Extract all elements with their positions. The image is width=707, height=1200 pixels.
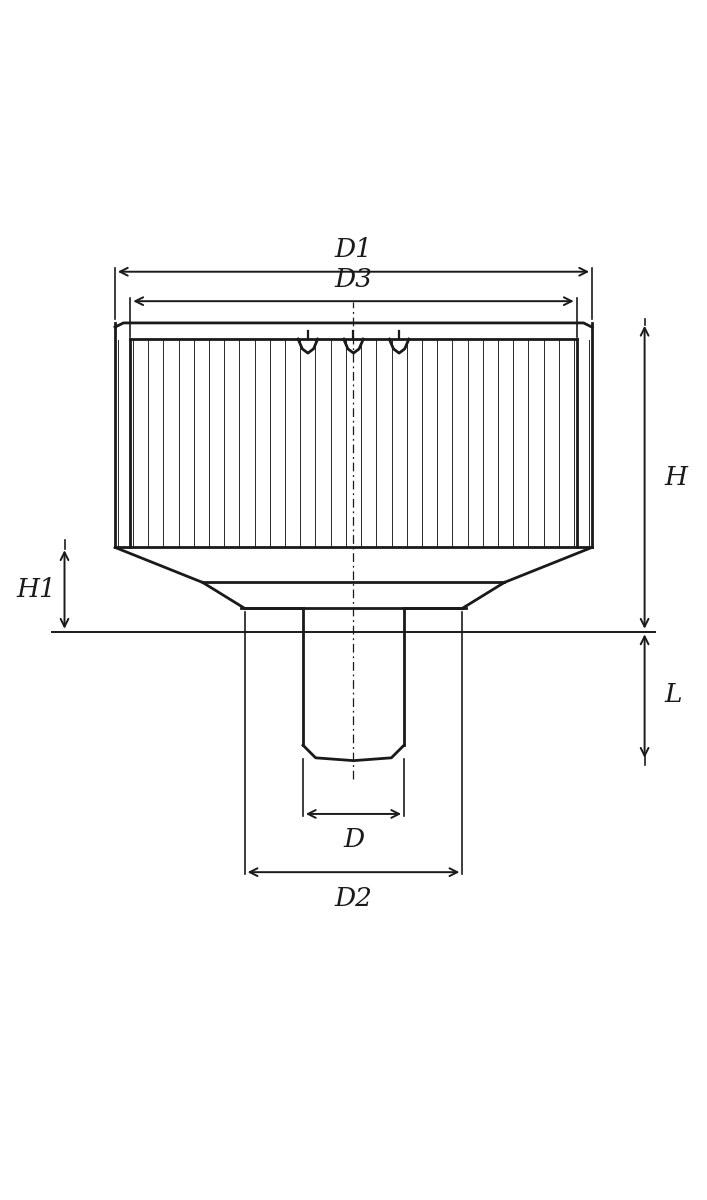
Text: D3: D3: [334, 268, 373, 292]
Text: L: L: [665, 682, 682, 707]
Text: H1: H1: [16, 577, 56, 602]
Text: D1: D1: [334, 236, 373, 262]
Text: D: D: [343, 827, 364, 852]
Text: H: H: [665, 464, 687, 490]
Text: D2: D2: [334, 886, 373, 911]
